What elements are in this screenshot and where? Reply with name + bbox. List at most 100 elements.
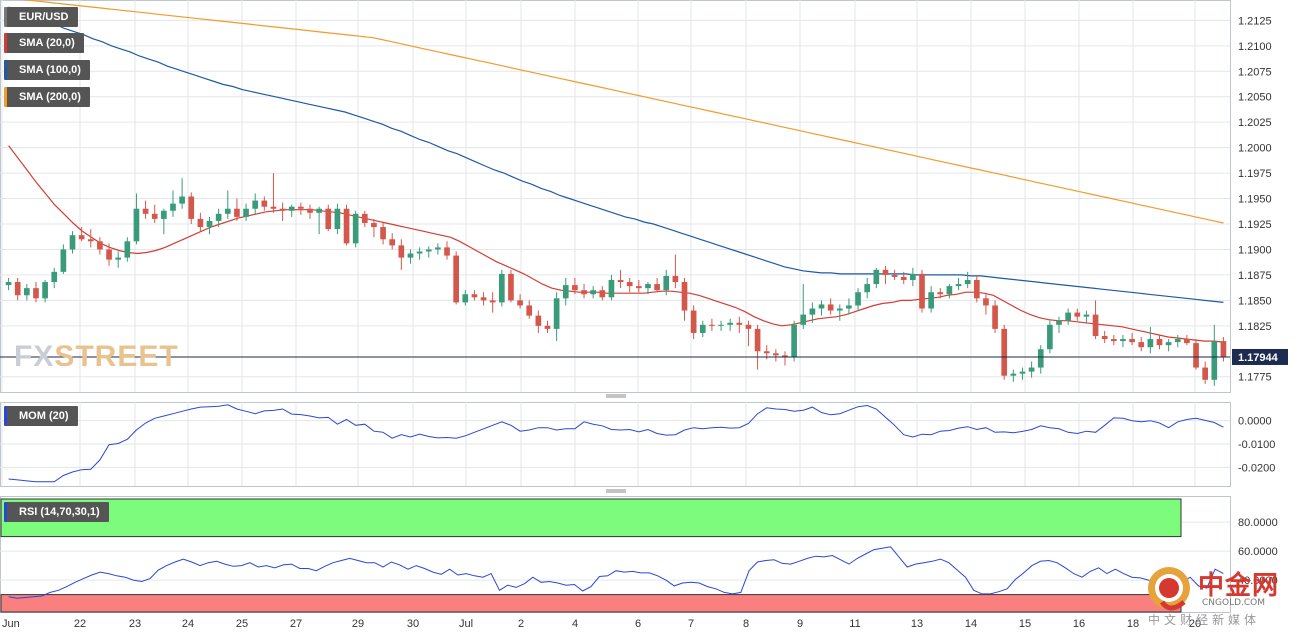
price-tick-label: 1.1775 [1238, 372, 1272, 384]
candle-body [745, 324, 752, 329]
mom-label[interactable]: MOM (20) [4, 406, 78, 426]
candle-body [672, 275, 679, 283]
candle-body [791, 324, 797, 358]
candle [526, 300, 533, 319]
candle [444, 241, 450, 260]
candle [416, 247, 423, 260]
candle [1174, 334, 1181, 348]
candle [818, 300, 825, 316]
candle-body [718, 324, 724, 326]
candle [224, 190, 231, 219]
candle [672, 254, 679, 289]
candle [681, 277, 688, 321]
candle-body [371, 222, 377, 228]
rsi-layer [8, 546, 1224, 599]
candle [325, 204, 332, 232]
candle [51, 267, 58, 289]
candle [316, 206, 322, 235]
candle [87, 229, 94, 248]
candle-body [754, 328, 761, 352]
candle [133, 193, 140, 245]
candle-body [361, 213, 368, 223]
sma20-label[interactable]: SMA (20,0) [4, 33, 84, 53]
sma100-label[interactable]: SMA (100,0) [4, 60, 90, 80]
candle-body [1184, 339, 1190, 344]
candle [471, 290, 478, 301]
candle-body [352, 213, 359, 244]
candle-body [617, 280, 624, 283]
price-tick-label: 1.1875 [1238, 270, 1272, 282]
candle [1147, 326, 1154, 354]
candle-body [955, 284, 962, 287]
candle-body [599, 290, 606, 298]
sma200-label[interactable]: SMA (200,0) [4, 87, 90, 107]
price-tick-label: 1.1925 [1238, 219, 1272, 231]
candle [1202, 361, 1208, 384]
price-tick-label: 1.2000 [1238, 143, 1272, 155]
time-tick-label: 9 [797, 618, 803, 630]
candle [197, 212, 204, 232]
time-tick-label: 8 [743, 618, 749, 630]
time-tick-label: 14 [965, 618, 977, 630]
candle-body [818, 304, 825, 309]
candle-body [1092, 314, 1099, 336]
candle [78, 227, 85, 242]
price-tick-label: 1.1825 [1238, 321, 1272, 333]
candle-body [1047, 324, 1053, 350]
time-tick-label: 16 [1073, 618, 1085, 630]
sma200-line [21, 0, 1224, 224]
candle-body [161, 210, 167, 219]
candle-body [1010, 373, 1017, 376]
candle-body [416, 251, 423, 254]
candle-body [535, 315, 542, 326]
candle-body [919, 273, 925, 309]
candle [234, 198, 240, 221]
candle-body [553, 298, 560, 329]
candle-body [462, 294, 469, 303]
candle [1047, 320, 1053, 354]
price-tick-label: 1.2025 [1238, 117, 1272, 129]
candle-body [562, 285, 569, 299]
rsi-zones [0, 498, 1182, 613]
candle-body [498, 273, 505, 303]
candle-body [946, 286, 953, 295]
rsi-label[interactable]: RSI (14,70,30,1) [4, 502, 109, 522]
candle-body [544, 325, 551, 329]
candle [864, 277, 871, 299]
time-tick-label: 13 [911, 618, 923, 630]
candle [343, 204, 350, 246]
candle [252, 193, 259, 214]
candle [782, 351, 788, 366]
candle-body [197, 218, 204, 228]
candle [14, 277, 21, 301]
candle [1037, 345, 1044, 374]
candle-body [1220, 341, 1227, 358]
candle [1074, 308, 1081, 321]
candle [608, 274, 615, 301]
candle [1092, 300, 1099, 340]
candle [42, 280, 48, 303]
rsi-tick-label: 60.0000 [1238, 546, 1278, 558]
candle-body [1147, 339, 1154, 348]
candle [791, 320, 797, 362]
candle [334, 203, 341, 235]
candle-body [14, 282, 21, 296]
pair-label[interactable]: EUR/USD [4, 7, 78, 27]
price-tick-label: 1.2100 [1238, 41, 1272, 53]
rsi-line [8, 546, 1224, 599]
candle [1220, 337, 1227, 362]
candle-body [298, 206, 304, 209]
panel-border [0, 0, 1231, 393]
candle-body [471, 294, 478, 298]
candle-body [681, 282, 688, 311]
candle-body [87, 239, 94, 242]
candle [946, 284, 953, 299]
candle [553, 292, 560, 342]
candle-body [106, 249, 112, 260]
candle-body [699, 324, 706, 333]
rsi-oversold-zone [0, 594, 1182, 613]
candle [846, 298, 852, 315]
candle-body [1083, 314, 1090, 317]
candle [727, 318, 734, 331]
